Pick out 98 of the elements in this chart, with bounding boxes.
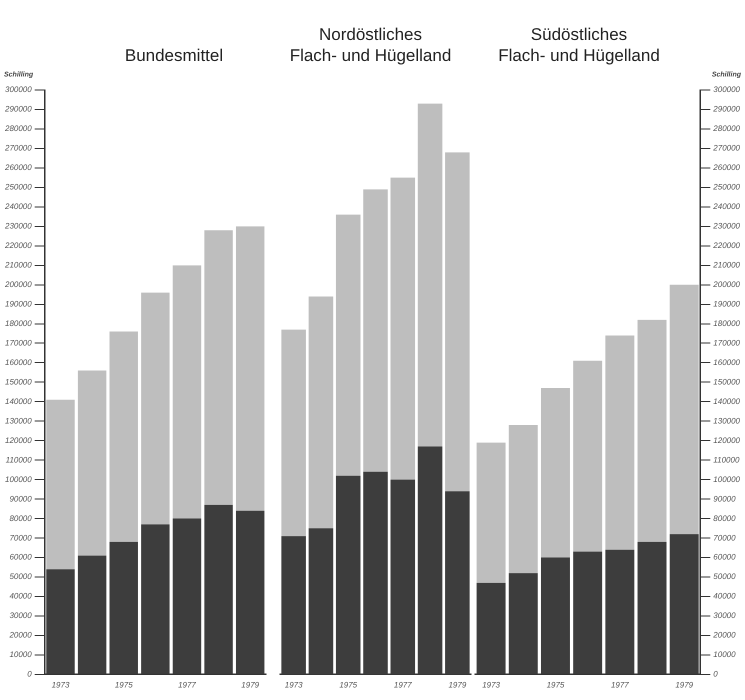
- x-tick-label: 1979: [448, 680, 467, 690]
- y-tick-label: 160000: [4, 358, 32, 367]
- x-tick-label: 1973: [284, 680, 304, 690]
- bar: [363, 189, 388, 472]
- y-tick-label: 20000: [8, 630, 32, 640]
- bar: [573, 360, 602, 552]
- y-tick-label: 200000: [4, 280, 32, 290]
- y2-tick-label: 120000: [713, 436, 741, 445]
- y2-tick-label: 180000: [713, 318, 741, 328]
- y-tick-label: 140000: [4, 396, 32, 406]
- y-tick-label: 90000: [9, 494, 32, 504]
- y2-tick-label: 60000: [713, 552, 736, 562]
- y-tick-label: 70000: [9, 533, 32, 542]
- y-tick-label: 280000: [4, 124, 32, 134]
- bar: [508, 425, 538, 574]
- y2-tick-label: 270000: [712, 144, 741, 153]
- x-tick-label: 1977: [610, 680, 630, 690]
- y-tick-label: 10000: [9, 650, 32, 660]
- chart-title: Südöstliches Flach- und Hügelland: [498, 25, 660, 65]
- chart-title: Bundesmittel: [124, 46, 224, 65]
- bar: [172, 265, 202, 519]
- y-tick-label: 80000: [9, 514, 32, 523]
- y2-tick-label: 140000: [713, 396, 741, 406]
- x-tick-label: 1977: [394, 680, 412, 690]
- bar: [78, 370, 106, 556]
- bar: [46, 400, 75, 570]
- y2-tick-label: 290000: [712, 104, 741, 114]
- y2-tick-label: 90000: [713, 494, 736, 504]
- y-tick-label: 30000: [9, 611, 32, 620]
- y2-tick-label: 70000: [713, 533, 736, 542]
- x-tick-label: 1975: [114, 680, 134, 690]
- y-tick-label: 260000: [4, 163, 32, 172]
- y2-tick-label: 100000: [713, 474, 741, 484]
- y2-tick-label: 160000: [713, 358, 741, 367]
- y2-tick-label: 20000: [712, 630, 736, 640]
- y2-tick-label: 280000: [712, 124, 741, 134]
- x-tick-label: 1979: [241, 680, 260, 690]
- y-tick-label: 270000: [4, 144, 32, 153]
- y-tick-label: 0: [27, 670, 32, 679]
- bar: [390, 178, 416, 480]
- bar: [308, 296, 334, 528]
- y2-tick-label: 110000: [713, 455, 740, 464]
- y-tick-label: 50000: [9, 572, 32, 582]
- y-tick-label: 60000: [9, 552, 32, 562]
- y-tick-label: 40000: [9, 592, 32, 601]
- x-tick-label: 1973: [482, 680, 501, 690]
- bar: [236, 226, 264, 511]
- y2-tick-label: 30000: [713, 611, 736, 620]
- y-tick-label: 190000: [4, 300, 32, 308]
- x-tick-label: 1979: [675, 680, 694, 690]
- y2-tick-label: 150000: [713, 377, 741, 386]
- y2-tick-label: 10000: [713, 650, 736, 660]
- y-tick-label: 290000: [4, 104, 32, 114]
- bar: [445, 152, 470, 492]
- y2-tick-label: 50000: [713, 572, 736, 582]
- y-tick-label: 230000: [4, 222, 32, 231]
- y2-tick-label: 190000: [713, 300, 741, 308]
- y2-tick-label: 0: [713, 670, 718, 679]
- chart-title: Nordöstliches Flach- und Hügelland: [288, 24, 452, 67]
- x-tick-label: 1975: [546, 680, 565, 690]
- x-tick-label: 1973: [52, 680, 70, 690]
- y-tick-label: 210000: [4, 260, 32, 270]
- y2-tick-label: 220000: [712, 241, 741, 250]
- y-tick-label: 150000: [4, 377, 32, 386]
- bar: [605, 335, 634, 550]
- y-tick-label: 130000: [4, 416, 32, 426]
- bar: [141, 292, 170, 524]
- bar: [110, 332, 138, 542]
- y2-tick-label: 80000: [713, 514, 736, 523]
- y2-tick-label: 130000: [713, 416, 741, 426]
- y2-tick-label: 170000: [713, 338, 741, 348]
- y-tick-label: 100000: [4, 474, 32, 484]
- bar: [638, 320, 667, 542]
- bar: [336, 214, 360, 476]
- y2-tick-label: 240000: [712, 202, 741, 212]
- bar: [418, 104, 442, 446]
- bar: [540, 388, 570, 558]
- y-tick-label: 220000: [4, 241, 32, 250]
- y2-tick-label: 250000: [712, 182, 741, 192]
- bar: [670, 284, 699, 534]
- y2-tick-label: 200000: [712, 280, 741, 290]
- y2-tick-label: 210000: [712, 260, 741, 270]
- bar: [281, 330, 306, 536]
- x-tick-label: 1977: [178, 680, 196, 690]
- y2-tick-label: 40000: [713, 592, 736, 601]
- y2-tick-label: 230000: [712, 222, 741, 231]
- bar: [476, 442, 506, 583]
- y-tick-label: 240000: [4, 202, 32, 212]
- y2-tick-label: 260000: [712, 163, 741, 172]
- y-tick-label: 300000: [4, 85, 32, 94]
- y-tick-label: 180000: [4, 318, 32, 328]
- y-tick-label: 170000: [4, 338, 32, 348]
- y-tick-label: 250000: [4, 182, 32, 192]
- x-tick-label: 1975: [339, 680, 358, 690]
- y-tick-label: 110000: [6, 455, 32, 464]
- y2-tick-label: 300000: [713, 85, 741, 94]
- bar: [204, 230, 233, 505]
- y-tick-label: 120000: [4, 436, 32, 445]
